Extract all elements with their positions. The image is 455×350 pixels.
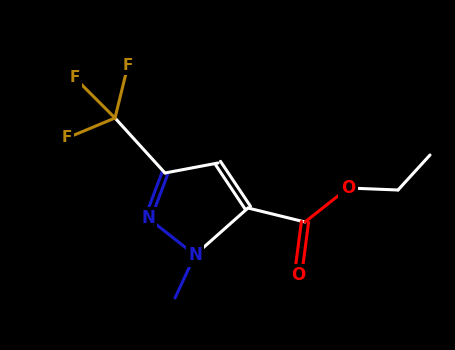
Text: F: F — [70, 70, 80, 85]
Text: F: F — [123, 57, 133, 72]
Text: F: F — [62, 131, 72, 146]
Text: O: O — [341, 179, 355, 197]
Text: N: N — [141, 209, 155, 227]
Text: N: N — [188, 246, 202, 264]
Text: O: O — [291, 266, 305, 284]
